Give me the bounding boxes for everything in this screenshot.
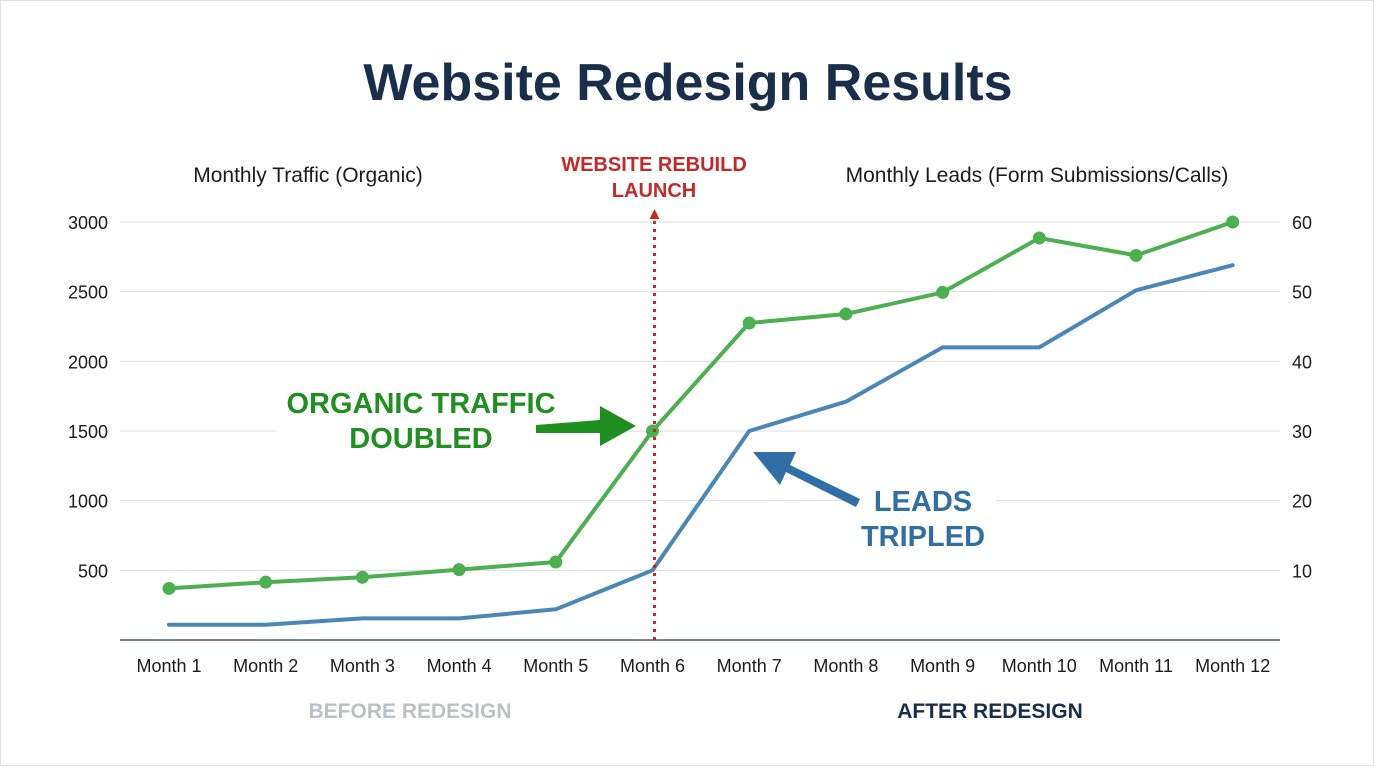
left-tick-label: 1000 — [68, 492, 108, 512]
launch-label-line1: WEBSITE REBUILD — [561, 154, 747, 176]
series-layer — [162, 215, 1240, 627]
right-tick-label: 30 — [1292, 422, 1312, 442]
right-tick-label: 10 — [1292, 561, 1312, 581]
right-tick-label: 40 — [1292, 352, 1312, 372]
after-redesign-label: AFTER REDESIGN — [897, 700, 1083, 723]
x-tick-label: Month 4 — [427, 656, 492, 676]
axis-layer: 500 1000 1500 2000 2500 3000 10 20 30 40 50 60 Month… — [68, 213, 1312, 676]
right-tick-label: 50 — [1292, 283, 1312, 303]
traffic-data-point — [1129, 248, 1143, 262]
x-tick-label: Month 7 — [717, 656, 782, 676]
x-tick-label: Month 8 — [813, 656, 878, 676]
traffic-annotation-arrow — [536, 406, 636, 446]
traffic-data-point — [549, 555, 563, 569]
chart-title: Website Redesign Results — [363, 54, 1012, 112]
x-tick-label: Month 9 — [910, 656, 975, 676]
leads-annotation-line2: TRIPLED — [861, 521, 985, 553]
traffic-data-point — [646, 424, 659, 438]
x-tick-label: Month 11 — [1099, 656, 1173, 676]
x-tick-label: Month 10 — [1002, 656, 1077, 676]
traffic-data-point — [259, 575, 273, 589]
x-tick-label: Month 1 — [136, 656, 201, 676]
grid-layer — [120, 221, 1280, 571]
left-axis-label: Monthly Traffic (Organic) — [193, 164, 423, 187]
right-tick-label: 20 — [1292, 492, 1312, 512]
traffic-data-point — [1226, 215, 1240, 229]
traffic-data-point — [162, 581, 176, 595]
traffic-annotation-line2: DOUBLED — [349, 423, 492, 455]
leads-series-line — [167, 263, 1235, 627]
right-tick-label: 60 — [1292, 213, 1312, 233]
traffic-data-point — [355, 570, 369, 584]
left-tick-label: 2000 — [68, 352, 108, 372]
x-tick-label: Month 2 — [233, 656, 298, 676]
left-tick-label: 3000 — [68, 213, 108, 233]
before-redesign-label: BEFORE REDESIGN — [308, 700, 511, 723]
traffic-data-point — [839, 307, 853, 321]
x-tick-label: Month 5 — [523, 656, 588, 676]
traffic-series-line — [167, 220, 1235, 591]
left-tick-label: 500 — [78, 561, 108, 581]
leads-annotation-arrow — [753, 452, 860, 507]
left-tick-label: 2500 — [68, 283, 108, 303]
x-tick-label: Month 3 — [330, 656, 395, 676]
traffic-data-point — [452, 563, 466, 577]
traffic-annotation-line1: ORGANIC TRAFFIC — [286, 388, 555, 420]
right-axis-label: Monthly Leads (Form Submissions/Calls) — [846, 164, 1229, 187]
launch-label-line2: LAUNCH — [612, 180, 696, 202]
leads-annotation-line1: LEADS — [874, 486, 972, 518]
left-tick-label: 1500 — [68, 422, 108, 442]
traffic-data-point — [742, 316, 756, 330]
traffic-data-point — [1032, 231, 1046, 245]
leads-annotation-backdrop — [848, 482, 996, 556]
x-tick-label: Month 12 — [1195, 656, 1270, 676]
x-tick-label: Month 6 — [620, 656, 685, 676]
traffic-annotation-backdrop — [276, 384, 576, 460]
traffic-data-point — [936, 285, 950, 299]
